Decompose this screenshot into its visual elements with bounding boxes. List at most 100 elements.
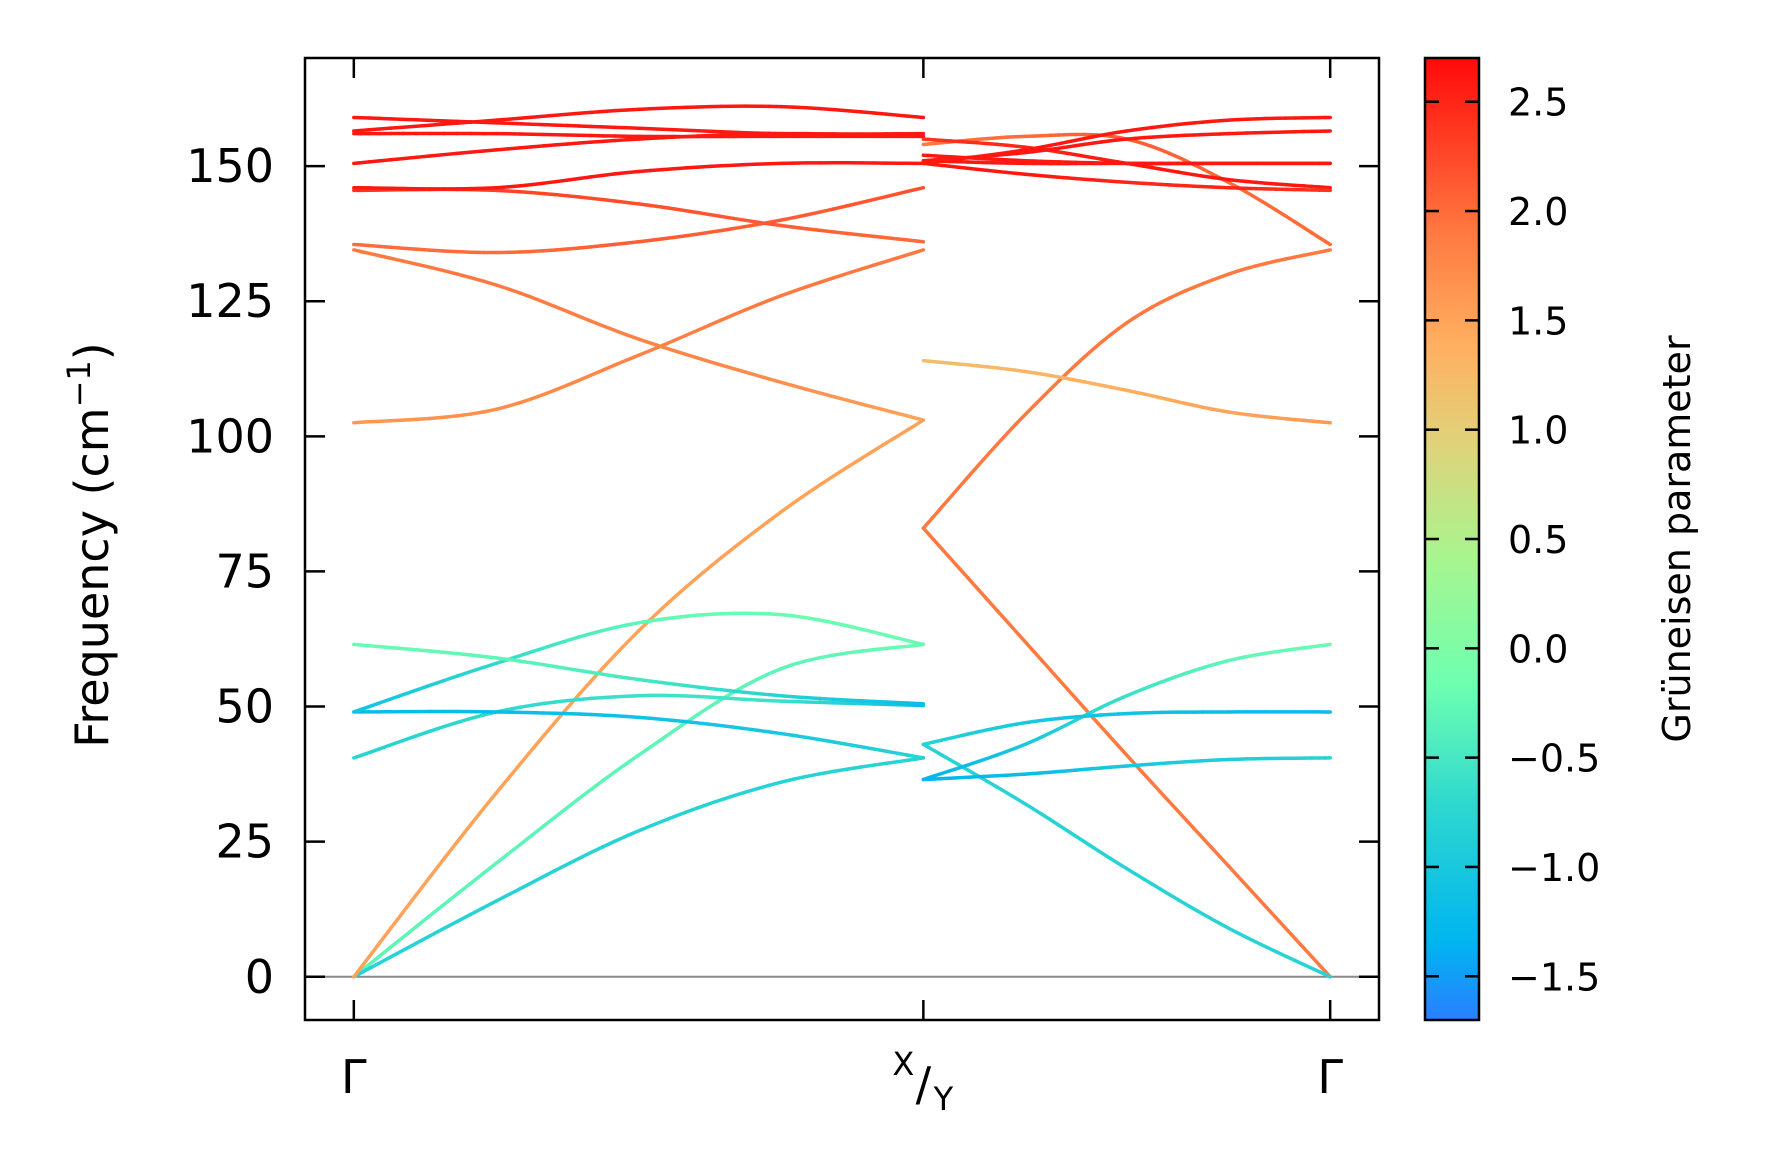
branch-segment (708, 359, 724, 367)
branch-segment (831, 204, 850, 211)
branch-segment (636, 168, 653, 174)
branch-segment (719, 226, 736, 233)
branch-segment (648, 606, 665, 622)
branch-segment (731, 696, 748, 702)
series-layer (305, 104, 1379, 979)
branch-segment (388, 256, 405, 263)
branch-segment (601, 108, 617, 114)
branch-segment (455, 912, 473, 924)
branch-segment (914, 115, 926, 120)
x-tick-label: Γ (1317, 1050, 1343, 1104)
branch-segment (577, 373, 593, 382)
branch-segment (613, 241, 629, 247)
branch-segment (818, 276, 836, 285)
branch-segment (818, 207, 836, 214)
branch-segment (541, 868, 558, 879)
branch-segment (482, 654, 498, 660)
branch-segment (455, 822, 473, 844)
branch-segment (636, 337, 653, 345)
branch-segment (1065, 362, 1078, 375)
branch-segment (601, 672, 617, 678)
branch-segment (414, 262, 432, 269)
branch-segment (506, 842, 522, 856)
branch-segment (506, 887, 522, 897)
branch-segment (506, 287, 522, 295)
branch-segment (1040, 387, 1053, 400)
branch-segment (1254, 940, 1268, 949)
branch-segment (1014, 412, 1027, 426)
branch-segment (455, 881, 473, 896)
branch-segment (696, 323, 712, 332)
branch-segment (779, 223, 796, 229)
branch-segment (660, 728, 676, 741)
branch-segment (767, 692, 783, 698)
branch-segment (1099, 333, 1112, 344)
branch-segment (541, 300, 558, 309)
branch-segment (719, 794, 736, 802)
branch-segment (388, 418, 405, 423)
branch-segment (884, 645, 900, 651)
phonon-branch (921, 526, 1332, 979)
branch-segment (956, 475, 970, 490)
phonon-branch (352, 131, 926, 139)
branch-segment (648, 679, 665, 685)
branch-segment (1323, 642, 1332, 647)
branch-segment (755, 671, 771, 682)
branch-segment (804, 772, 822, 779)
branch-segment (482, 899, 498, 910)
branch-segment (804, 735, 822, 742)
branch-segment (589, 319, 605, 328)
branch-segment (541, 642, 558, 650)
branch-segment (859, 744, 876, 751)
branch-segment (859, 402, 876, 410)
branch-segment (831, 740, 850, 747)
branch-segment (553, 862, 570, 873)
branch-segment (648, 237, 665, 243)
branch-segment (696, 230, 712, 236)
branch-segment (589, 712, 605, 717)
branch-segment (1274, 208, 1288, 218)
branch-segment (743, 690, 759, 696)
branch-segment (731, 216, 748, 223)
branch-segment (804, 226, 822, 233)
branch-segment (427, 649, 446, 655)
branch-segment (719, 163, 736, 168)
branch-segment (791, 105, 809, 110)
branch-segment (506, 657, 522, 663)
branch-segment (469, 410, 486, 416)
branch-segment (613, 674, 629, 680)
branch-segment (696, 685, 712, 691)
branch-segment (696, 129, 712, 134)
branch-segment (872, 405, 889, 413)
branch-segment (388, 948, 405, 959)
colorbar-tick-label: 2.5 (1508, 81, 1568, 125)
branch-segment (660, 345, 676, 353)
branch-segment (636, 202, 653, 208)
branch-segment (872, 441, 889, 453)
branch-segment (388, 935, 405, 949)
branch-segment (696, 164, 712, 169)
branch-segment (859, 233, 876, 239)
branch-segment (506, 116, 522, 121)
branch-segment (1057, 677, 1070, 691)
branch-segment (427, 725, 446, 734)
branch-segment (494, 776, 510, 795)
phonon-branch (352, 418, 926, 979)
branch-segment (743, 218, 759, 224)
phonon-branch (352, 756, 926, 979)
branch-segment (859, 448, 876, 461)
branch-segment (672, 585, 688, 600)
branch-segment (859, 627, 876, 634)
branch-segment (660, 717, 676, 723)
branch-segment (577, 175, 593, 181)
branch-segment (367, 941, 382, 959)
branch-segment (482, 861, 498, 875)
branch-segment (377, 697, 393, 705)
branch-segment (804, 210, 822, 217)
branch-segment (506, 184, 522, 189)
branch-segment (553, 664, 570, 671)
branch-segment (684, 208, 700, 215)
branch-segment (696, 210, 712, 217)
branch-segment (845, 649, 863, 655)
branch-segment (818, 618, 836, 625)
